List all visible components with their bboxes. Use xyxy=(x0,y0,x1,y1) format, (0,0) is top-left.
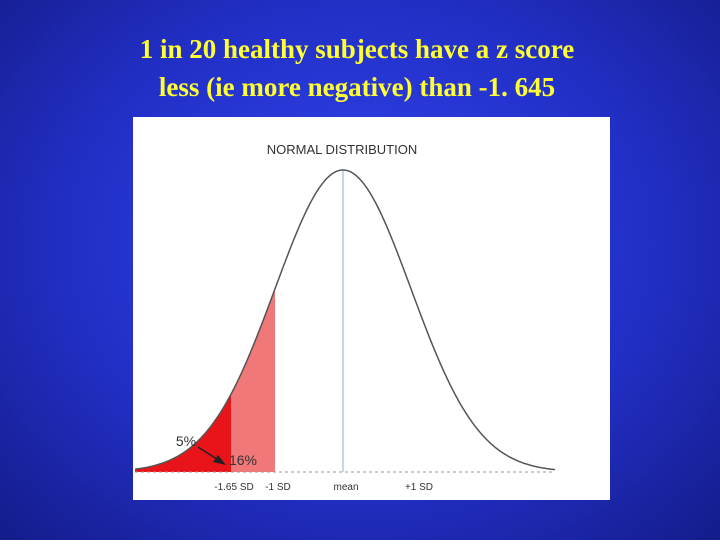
area-label: 5% xyxy=(176,433,196,449)
axis-label: -1.65 SD xyxy=(214,482,253,493)
tail-area xyxy=(135,288,275,472)
axis-label: mean xyxy=(333,482,358,493)
figure-title: NORMAL DISTRIBUTION xyxy=(267,142,417,157)
axis-label: -1 SD xyxy=(265,482,291,493)
arrow-head xyxy=(213,455,226,465)
normal-curve xyxy=(134,169,556,471)
title-line: less (ie more negative) than -1. 645 xyxy=(159,72,555,102)
area-label: 16% xyxy=(229,452,257,468)
title-line: 1 in 20 healthy subjects have a z score xyxy=(140,34,574,64)
axis-label: +1 SD xyxy=(405,482,433,493)
